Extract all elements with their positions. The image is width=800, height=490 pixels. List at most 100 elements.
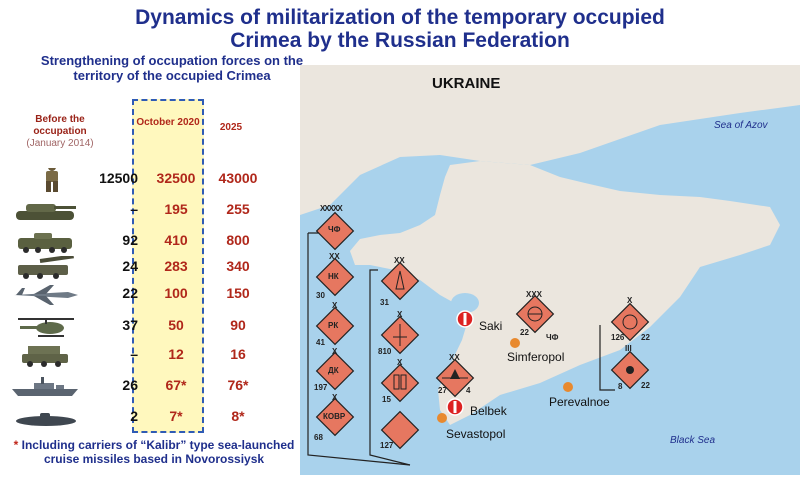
value-october-2020: 67* bbox=[165, 377, 187, 393]
october-2020-highlight bbox=[132, 99, 204, 433]
unit-black-sea-fleet-hq bbox=[315, 211, 355, 251]
unit-code: ДК bbox=[328, 366, 339, 375]
unit-code: НК bbox=[328, 272, 339, 281]
crimea-peninsula bbox=[350, 161, 780, 425]
soldier-icon bbox=[46, 168, 58, 192]
forces-row: 24 283 340 bbox=[8, 254, 300, 280]
unit-code: КОВР bbox=[323, 412, 346, 421]
forces-row: 37 50 90 bbox=[8, 313, 300, 339]
forces-row: 22 100 150 bbox=[8, 281, 300, 307]
city-label-perevalnoe: Perevalnoe bbox=[549, 395, 610, 409]
value-before: 92 bbox=[122, 232, 138, 248]
echelon-mark: X bbox=[627, 296, 633, 305]
value-2025: 76* bbox=[227, 377, 249, 393]
artillery-icon bbox=[18, 256, 74, 279]
value-october-2020: 410 bbox=[164, 232, 188, 248]
simferopol-dot bbox=[510, 338, 520, 348]
unit-artillery-regiment bbox=[610, 350, 650, 390]
value-2025: 150 bbox=[226, 285, 250, 301]
unit-code: РК bbox=[328, 321, 339, 330]
sea-of-azov-label: Sea of Azov bbox=[714, 120, 768, 131]
echelon-mark: XX bbox=[394, 256, 405, 265]
value-before: 2 bbox=[130, 408, 138, 424]
crimea-map: UKRAINE Sea of Azov Black Sea Saki Simfe… bbox=[300, 65, 800, 475]
submarine-icon bbox=[16, 413, 76, 426]
map-canvas bbox=[300, 65, 800, 475]
unit-number: 68 bbox=[314, 433, 323, 442]
value-2025: 255 bbox=[226, 201, 250, 217]
header-before-date: (January 2014) bbox=[26, 138, 94, 149]
unit-surface-ship-division bbox=[315, 257, 355, 297]
unit-number: 30 bbox=[316, 291, 325, 300]
unit-aviation-division bbox=[435, 358, 475, 398]
value-2025: 43000 bbox=[218, 170, 258, 186]
unit-landing-ship-brigade bbox=[315, 351, 355, 391]
echelon-mark: X bbox=[332, 347, 338, 356]
unit-air-defense-division bbox=[515, 294, 555, 334]
title-line-2: Crimea by the Russian Federation bbox=[230, 29, 570, 52]
echelon-mark: X bbox=[397, 358, 403, 367]
page-title: Dynamics of militarization of the tempor… bbox=[0, 6, 800, 52]
value-october-2020: 12 bbox=[168, 346, 184, 362]
forces-row: – 12 16 bbox=[8, 342, 300, 368]
value-2025: 340 bbox=[226, 258, 250, 274]
echelon-mark: XX bbox=[449, 353, 460, 362]
unit-code: ЧФ bbox=[328, 225, 341, 234]
unit-missile-ship-brigade bbox=[315, 306, 355, 346]
unit-water-area-protection-brigade bbox=[315, 397, 355, 437]
echelon-mark: X bbox=[332, 301, 338, 310]
unit-number: 22 bbox=[520, 328, 529, 337]
city-label-belbek: Belbek bbox=[470, 404, 507, 418]
value-before: 12500 bbox=[99, 170, 138, 186]
forces-row: – 195 255 bbox=[8, 197, 300, 223]
footnote-star: * bbox=[13, 438, 19, 452]
forces-row: 26 67* 76* bbox=[8, 373, 300, 399]
echelon-mark: XXXXX bbox=[320, 204, 343, 213]
warship-icon bbox=[12, 377, 78, 396]
header-before-occupation: Before the occupation (January 2014) bbox=[20, 114, 100, 150]
footnote-text: Including carriers of “Kalibr” type sea-… bbox=[21, 438, 295, 466]
tank-icon bbox=[16, 204, 76, 220]
city-label-simferopol: Simferopol bbox=[507, 350, 565, 364]
forces-row: 12500 32500 43000 bbox=[8, 166, 300, 192]
table-subtitle: Strengthening of occupation forces on th… bbox=[40, 53, 304, 83]
black-sea-label: Black Sea bbox=[670, 435, 716, 446]
echelon-mark: X bbox=[397, 310, 403, 319]
unit-number: 126 bbox=[611, 333, 625, 342]
unit-number: 4 bbox=[466, 386, 471, 395]
city-label-saki: Saki bbox=[479, 319, 503, 333]
saki-bay bbox=[451, 293, 479, 313]
value-october-2020: 195 bbox=[164, 201, 188, 217]
unit-army-corps bbox=[380, 261, 420, 301]
unit-number: 8 bbox=[618, 382, 623, 391]
saki-airbase-marker bbox=[456, 310, 474, 328]
forces-row: 92 410 800 bbox=[8, 228, 300, 254]
value-before: 37 bbox=[122, 317, 138, 333]
value-2025: 800 bbox=[226, 232, 250, 248]
unit-number: 810 bbox=[378, 347, 392, 356]
missile-launcher-icon bbox=[22, 346, 68, 367]
unit-number: 22 bbox=[641, 381, 650, 390]
header-october-2020: October 2020 bbox=[136, 117, 200, 128]
perevalnoe-dot bbox=[563, 382, 573, 392]
unit-number: 22 bbox=[641, 333, 650, 342]
header-2025: 2025 bbox=[219, 122, 243, 133]
sevastopol-dot bbox=[437, 413, 447, 423]
value-october-2020: 283 bbox=[164, 258, 188, 274]
fighter-jet-icon bbox=[14, 285, 78, 305]
value-2025: 8* bbox=[231, 408, 245, 424]
belbek-airbase-marker bbox=[446, 398, 464, 416]
unit-air-defense-brigade bbox=[610, 302, 650, 342]
unit-number: 27 bbox=[438, 386, 447, 395]
country-label: UKRAINE bbox=[432, 75, 501, 92]
value-october-2020: 50 bbox=[168, 317, 184, 333]
unit-coastal-missile-brigade bbox=[380, 363, 420, 403]
black-sea-south bbox=[300, 365, 800, 475]
helicopter-icon bbox=[18, 318, 74, 337]
value-before: – bbox=[130, 346, 138, 362]
value-2025: 16 bbox=[230, 346, 246, 362]
unit-marine-brigade bbox=[380, 315, 420, 355]
forces-row: 2 7* 8* bbox=[8, 404, 300, 430]
value-october-2020: 32500 bbox=[156, 170, 196, 186]
unit-code: ЧФ bbox=[546, 333, 559, 342]
